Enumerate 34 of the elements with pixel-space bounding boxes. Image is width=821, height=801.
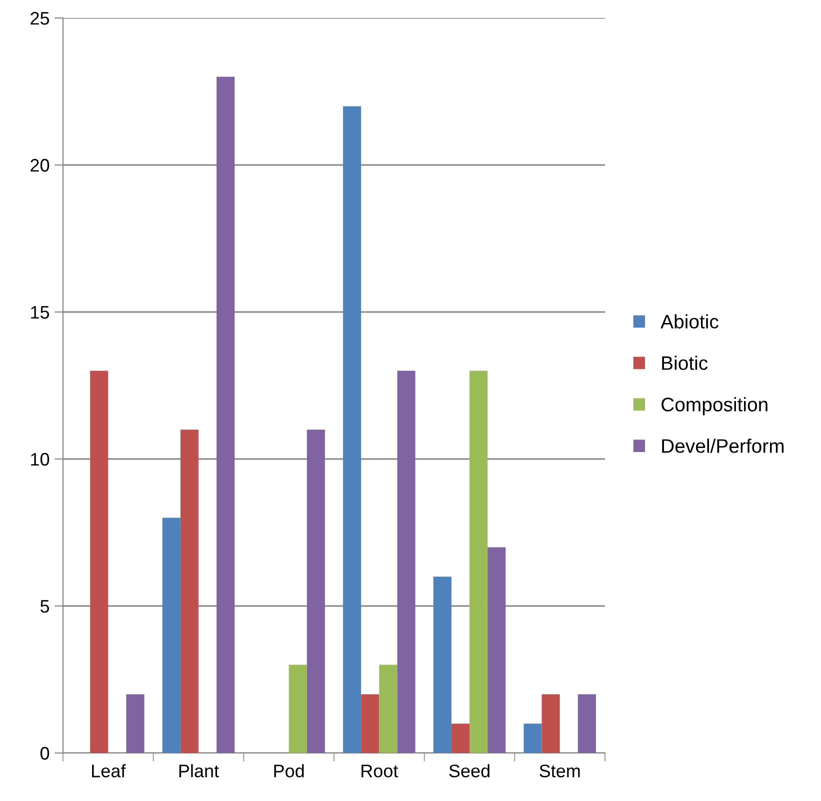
- bar: [433, 576, 452, 753]
- y-tick-label: 20: [30, 158, 50, 172]
- legend-label: Composition: [662, 397, 768, 416]
- bar: [379, 664, 398, 753]
- legend-label: Abiotic: [660, 314, 718, 329]
- x-tick-label: Pod: [274, 764, 304, 778]
- y-tick-label: 0: [40, 746, 50, 760]
- bar: [397, 370, 416, 753]
- bar: [451, 724, 470, 753]
- bar: [126, 694, 144, 753]
- legend-label: Devel/Perform: [662, 438, 784, 453]
- bar: [343, 106, 362, 753]
- bar: [488, 547, 506, 753]
- y-tick-label: 25: [30, 12, 50, 25]
- bar: [578, 694, 596, 753]
- x-tick-label: Root: [362, 764, 398, 778]
- legend-label: Biotic: [662, 356, 708, 370]
- bar: [216, 76, 235, 753]
- x-tick-label: Leaf: [92, 764, 126, 778]
- x-tick-label: Seed: [449, 764, 490, 778]
- bar: [524, 724, 542, 753]
- x-tick-label: Plant: [179, 764, 219, 778]
- y-tick-label: 15: [31, 306, 50, 319]
- bar: [361, 694, 380, 753]
- bar: [90, 370, 108, 753]
- bar: [288, 664, 307, 753]
- y-tick-label: 5: [40, 600, 50, 613]
- bar: [162, 518, 180, 753]
- bar: [542, 694, 560, 753]
- y-tick-label: 10: [31, 452, 50, 466]
- bar: [180, 430, 198, 753]
- bar: [470, 370, 488, 753]
- bar: [306, 430, 325, 753]
- x-tick-label: Stem: [540, 764, 580, 778]
